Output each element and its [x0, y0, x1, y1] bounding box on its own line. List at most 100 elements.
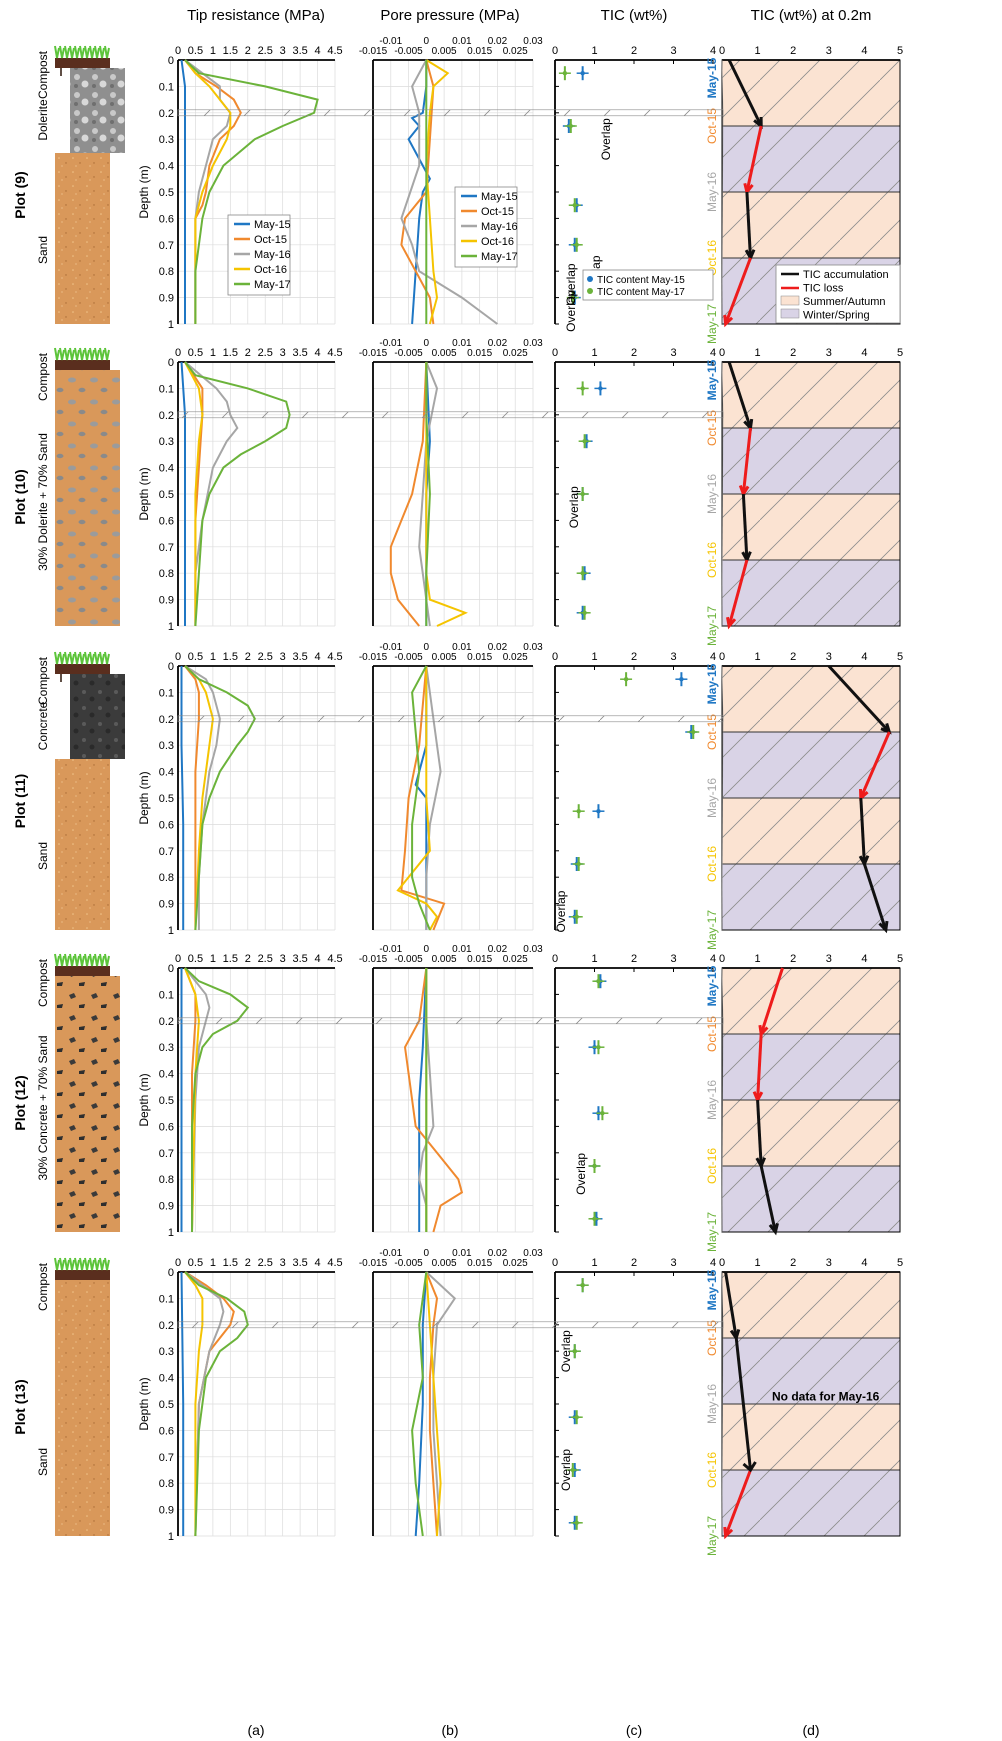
- data-point: [580, 71, 585, 76]
- depth-tick: 0.3: [159, 436, 174, 448]
- grass-blade: [84, 953, 90, 967]
- tick-label: 2: [245, 1257, 251, 1269]
- mid-layer-label: Dolerite: [36, 99, 50, 141]
- connector-line: [721, 718, 724, 931]
- tick-label: 3: [670, 347, 676, 359]
- tick-label: 0: [175, 651, 181, 663]
- hatch-overlay: [722, 428, 900, 494]
- series-line: [184, 361, 239, 626]
- legend-label: Winter/Spring: [803, 310, 870, 322]
- hatch-overlay: [722, 1100, 900, 1166]
- data-point: [598, 386, 603, 391]
- grass-blade: [99, 347, 105, 361]
- depth-tick: 0.4: [159, 161, 174, 173]
- tick-label: 0.025: [503, 954, 528, 965]
- tic-change-arrow: [741, 427, 752, 495]
- hatch-overlay: [722, 864, 900, 930]
- connector-line: [721, 665, 724, 719]
- tick-label: -0.015: [359, 348, 388, 359]
- date-label: Oct-16: [705, 1452, 719, 1488]
- legend-label: Oct-15: [254, 234, 287, 246]
- compost-label: Compost: [36, 50, 50, 99]
- date-label: Oct-16: [705, 542, 719, 578]
- tick-label: 2: [790, 651, 796, 663]
- depth-tick: 0.3: [159, 1346, 174, 1358]
- tick-label: 2: [245, 651, 251, 663]
- depth-tick: 0.8: [159, 266, 174, 278]
- depth-tick: 0.6: [159, 1121, 174, 1133]
- depth-tick: 0: [168, 55, 174, 67]
- tick-label: -0.005: [394, 954, 423, 965]
- sand-label: Sand: [36, 236, 50, 264]
- date-label: Oct-15: [705, 1016, 719, 1052]
- legend-label: Oct-15: [481, 206, 514, 218]
- data-point: [582, 439, 587, 444]
- date-label: May-16: [705, 1080, 719, 1120]
- hatch-overlay: [722, 1404, 900, 1470]
- tick-label: 2.5: [258, 953, 273, 965]
- depth-0.2-marker: [177, 1321, 724, 1329]
- tick-label: 0: [424, 338, 430, 349]
- tic-change-arrow: [745, 125, 763, 193]
- tick-label: 2.5: [258, 45, 273, 57]
- data-point: [580, 571, 585, 576]
- arrow-head: [744, 249, 756, 262]
- hatch-overlay: [722, 732, 900, 798]
- grass-blade: [59, 45, 65, 59]
- depth-tick: 0.5: [159, 489, 174, 501]
- overlap-label: Overlap: [567, 486, 581, 528]
- tick-label: 1: [755, 953, 761, 965]
- tic-change-arrow: [724, 257, 752, 325]
- tick-label: 0: [719, 953, 725, 965]
- depth-0.2-marker: [177, 1017, 724, 1025]
- tick-label: 3: [670, 953, 676, 965]
- arrow-head: [742, 1461, 757, 1473]
- panel-a-plot: 0 0.5 1 1.5 2 2.5 3 3.5 4 4.5 0 0.1 0.2 0.3 0.4 0.5 0.6 0…: [137, 651, 343, 937]
- tick-label: 2.5: [258, 1257, 273, 1269]
- tic-change-arrow: [724, 1469, 752, 1537]
- hatch-overlay: [722, 1470, 900, 1536]
- tick-label: -0.015: [359, 954, 388, 965]
- tick-label: 4: [861, 651, 867, 663]
- legend-tip: May-15 Oct-15 May-16 Oct-16 May-17: [227, 214, 291, 296]
- tick-label: 3: [670, 1257, 676, 1269]
- tick-label: 0: [552, 953, 558, 965]
- tick-label: -0.01: [379, 36, 402, 47]
- tick-label: 3: [280, 347, 286, 359]
- panel-label: (d): [802, 1722, 819, 1738]
- connector-line: [721, 1324, 724, 1537]
- depth-tick: 0.5: [159, 793, 174, 805]
- grass-blade: [64, 347, 70, 361]
- sand-label: Sand: [36, 1448, 50, 1476]
- series-line: [425, 1271, 439, 1537]
- tick-label: 4.5: [327, 651, 342, 663]
- tick-label: 0: [175, 45, 181, 57]
- data-point: [570, 1467, 575, 1473]
- compost-label: Compost: [36, 352, 50, 401]
- legend-label: May-15: [254, 219, 291, 231]
- panel-label: (b): [441, 1722, 458, 1738]
- depth-tick: 0: [168, 357, 174, 369]
- tick-label: -0.015: [359, 1258, 388, 1269]
- tic-change-arrow: [756, 1033, 763, 1101]
- tick-label: 0.005: [432, 652, 457, 663]
- date-label: May-16: [705, 172, 719, 212]
- tick-label: 0.005: [432, 1258, 457, 1269]
- tick-label: 3: [280, 651, 286, 663]
- tick-label: -0.01: [379, 642, 402, 653]
- data-point: [576, 861, 581, 867]
- depth-tick: 0.1: [159, 81, 174, 93]
- tick-label: 0.02: [488, 642, 508, 653]
- tic-change-arrow: [727, 559, 749, 627]
- tick-label: 4: [861, 347, 867, 359]
- tic-change-arrow: [756, 1099, 763, 1167]
- sand-layer: [55, 1280, 110, 1536]
- depth-tick: 0.8: [159, 872, 174, 884]
- compost-label: Compost: [36, 958, 50, 1007]
- depth-tick: 0.8: [159, 1174, 174, 1186]
- connector-line: [721, 361, 724, 415]
- date-label: Oct-15: [705, 410, 719, 446]
- connector-line: [721, 1020, 724, 1233]
